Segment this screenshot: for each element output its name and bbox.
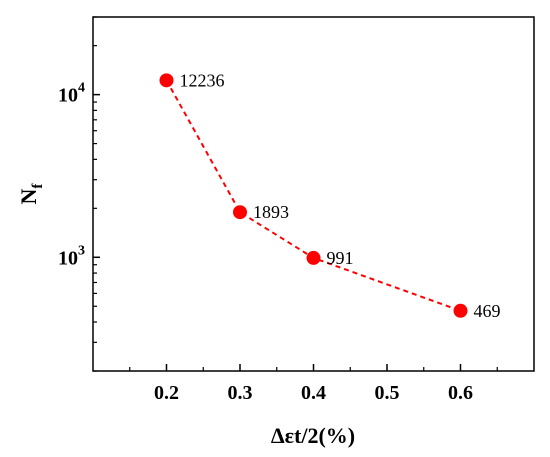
- x-tick-label: 0.4: [301, 382, 326, 404]
- data-label: 991: [327, 248, 354, 268]
- data-label: 12236: [180, 70, 225, 90]
- x-tick-label: 0.3: [228, 382, 253, 404]
- data-point: [159, 73, 174, 88]
- x-tick-label: 0.6: [448, 382, 473, 404]
- y-tick-base: 10: [58, 247, 78, 269]
- series-line: [165, 79, 461, 312]
- y-tick-base: 10: [58, 85, 78, 107]
- data-label: 469: [474, 301, 501, 321]
- data-label: 1893: [253, 202, 289, 222]
- data-point: [233, 205, 247, 220]
- plot-frame: [92, 16, 535, 372]
- y-axis-title-main: N: [16, 188, 41, 204]
- y-tick-label: 104: [58, 81, 85, 107]
- y-tick-exponent: 4: [78, 81, 85, 96]
- x-tick-label: 0.2: [154, 382, 179, 404]
- y-tick-exponent: 3: [78, 243, 85, 258]
- y-axis-title: Nf: [16, 183, 46, 205]
- x-axis-title: Δεt/2(%): [271, 423, 355, 448]
- y-tick-label: 103: [58, 243, 85, 269]
- data-point: [453, 303, 468, 318]
- x-tick-label: 0.5: [375, 382, 400, 404]
- y-axis-title-sub: f: [30, 183, 46, 189]
- data-point: [306, 250, 321, 265]
